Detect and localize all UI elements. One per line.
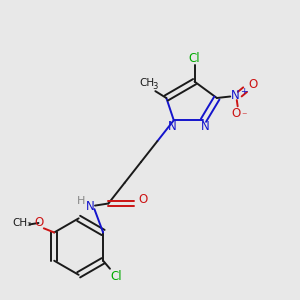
Text: Cl: Cl (111, 270, 122, 283)
Text: Cl: Cl (189, 52, 200, 65)
Text: N: N (201, 120, 209, 133)
Text: O: O (35, 216, 44, 229)
Text: +: + (240, 87, 247, 96)
Text: CH₃: CH₃ (12, 218, 31, 228)
Text: N: N (168, 120, 177, 133)
Text: H: H (76, 196, 85, 206)
Text: O: O (138, 193, 147, 206)
Text: N: N (86, 200, 95, 213)
Text: 3: 3 (152, 82, 158, 91)
Text: O: O (248, 78, 257, 91)
Text: ⁻: ⁻ (242, 111, 247, 122)
Text: CH: CH (140, 78, 154, 88)
Text: N: N (231, 88, 240, 101)
Text: O: O (232, 107, 241, 120)
